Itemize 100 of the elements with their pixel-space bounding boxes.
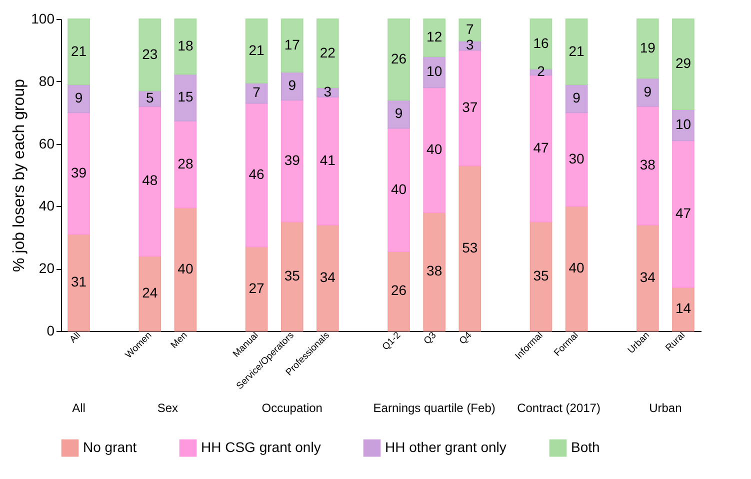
data-label: 19 (640, 40, 656, 56)
data-label: 35 (533, 267, 549, 284)
legend-label: HH other grant only (385, 439, 506, 456)
text: Occupation (262, 401, 322, 415)
data-label: 10 (675, 116, 692, 132)
bar (458, 18, 482, 42)
data-label: 23 (142, 46, 158, 62)
data-label: 3 (324, 83, 332, 100)
bar (458, 165, 482, 332)
data-label: 10 (426, 63, 442, 80)
text: Urban (649, 401, 682, 415)
data-label: 40 (390, 180, 407, 197)
bar (672, 18, 694, 110)
data-label: 35 (284, 267, 300, 284)
bar (423, 18, 446, 57)
bar (280, 100, 304, 222)
data-label: 9 (288, 77, 296, 94)
bar (388, 100, 410, 129)
x-tick-label: Q4 (457, 330, 474, 347)
data-label: 31 (70, 274, 87, 290)
data-label: 24 (142, 284, 158, 301)
legend-label: No grant (83, 439, 137, 456)
data-label: 9 (74, 90, 83, 106)
bar (636, 224, 659, 332)
y-tick-label: 100 (31, 10, 55, 26)
text: Contract (2017) (517, 401, 600, 415)
data-label: 47 (675, 205, 692, 221)
data-label: 38 (640, 156, 656, 173)
data-label: 9 (572, 90, 581, 106)
bar (388, 250, 410, 332)
bar (280, 72, 304, 101)
data-label: 48 (142, 172, 158, 188)
bar (636, 78, 659, 107)
bar (530, 74, 552, 222)
data-label: 29 (675, 55, 692, 72)
bar (138, 256, 162, 332)
data-label: 7 (466, 20, 474, 37)
bar (68, 112, 90, 235)
data-label: 14 (675, 300, 692, 316)
bar (316, 96, 339, 226)
bar (530, 221, 552, 332)
x-tick-label: Men (168, 330, 190, 351)
bar (68, 84, 90, 114)
bar (458, 50, 482, 166)
data-label: 40 (426, 141, 442, 158)
data-label: 16 (533, 34, 549, 51)
data-label: 34 (640, 268, 656, 285)
bar (138, 106, 162, 257)
legend-label: HH CSG grant only (201, 439, 321, 456)
bar (245, 246, 268, 332)
data-label: 38 (426, 262, 442, 279)
bar (174, 18, 197, 75)
x-tick-label: Q3 (422, 330, 439, 347)
bar (388, 18, 410, 101)
data-label: 30 (568, 150, 585, 166)
y-tick-label: 0 (46, 322, 55, 338)
y-tick-label: 80 (38, 72, 55, 89)
data-label: 47 (533, 139, 549, 156)
data-label: 53 (462, 239, 478, 256)
data-label: 39 (284, 152, 300, 168)
bar (672, 286, 694, 332)
bar (68, 18, 90, 86)
data-label: 21 (248, 42, 265, 58)
bar (174, 207, 197, 332)
bar (565, 206, 588, 332)
bar (565, 18, 588, 86)
data-label: 7 (252, 84, 261, 100)
bar (316, 224, 339, 332)
data-label: 18 (178, 38, 194, 54)
data-label: 9 (394, 105, 403, 122)
data-label: 22 (320, 44, 336, 60)
bar (565, 112, 588, 207)
data-label: 17 (284, 36, 300, 53)
bar (280, 18, 304, 73)
data-label: 21 (70, 42, 87, 59)
text: Sex (157, 401, 178, 415)
bar (316, 18, 339, 88)
data-label: 39 (70, 164, 87, 180)
data-label: 26 (390, 282, 407, 298)
bar (245, 102, 268, 248)
y-tick-label: 60 (38, 135, 55, 152)
bar (636, 106, 659, 226)
data-label: 46 (248, 166, 265, 182)
data-label: 27 (248, 280, 265, 296)
x-tick-label: All (68, 330, 84, 346)
bar (138, 18, 162, 92)
legend-label: Both (571, 439, 600, 456)
text: All (72, 401, 86, 415)
data-label: 3 (466, 36, 474, 53)
bar (68, 234, 90, 332)
y-tick-label: 20 (38, 260, 55, 276)
data-label: 15 (178, 88, 194, 105)
data-label: 34 (320, 268, 336, 285)
data-label: 12 (426, 28, 442, 45)
y-tick-label: 40 (38, 198, 55, 214)
bar (636, 18, 659, 79)
bar (174, 74, 197, 122)
data-label: 28 (178, 155, 194, 172)
bar (423, 212, 446, 332)
data-label: 40 (568, 260, 585, 276)
